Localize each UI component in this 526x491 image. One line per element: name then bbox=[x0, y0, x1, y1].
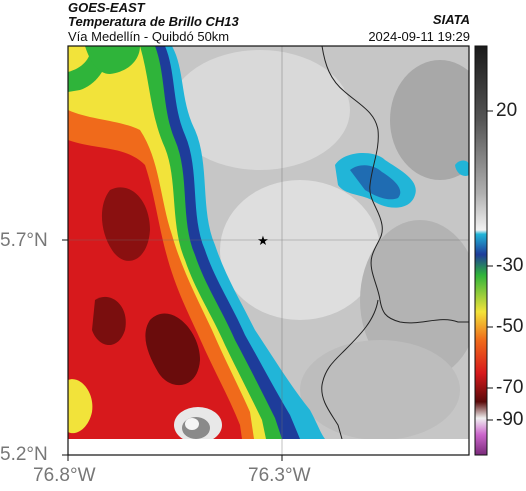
colorbar-tick-label: -90 bbox=[496, 409, 524, 430]
brand-label: SIATA bbox=[432, 12, 470, 27]
colorbar-tick-label: 20 bbox=[496, 100, 518, 121]
map-title: GOES-EAST bbox=[68, 0, 145, 15]
border-lines bbox=[321, 46, 469, 439]
colorbar bbox=[474, 45, 488, 456]
map-subtitle: Temperatura de Brillo CH13 bbox=[68, 14, 239, 29]
plot-frame bbox=[67, 45, 470, 456]
y-tick-label: 5.7°N bbox=[0, 230, 48, 251]
brightness-field bbox=[68, 46, 469, 439]
x-tick-label: 76.3°W bbox=[248, 465, 311, 486]
gridlines bbox=[68, 46, 469, 455]
x-tick-label: 76.8°W bbox=[33, 465, 96, 486]
map-location: Vía Medellín - Quibdó 50km bbox=[68, 29, 230, 44]
colorbar-tick-label: -30 bbox=[496, 255, 524, 276]
star-icon: ★ bbox=[257, 233, 269, 248]
y-tick-label: 5.2°N bbox=[0, 444, 48, 465]
timestamp: 2024-09-11 19:29 bbox=[368, 29, 470, 44]
colorbar-tick-label: -50 bbox=[496, 316, 524, 337]
colorbar-tick-label: -70 bbox=[496, 377, 524, 398]
